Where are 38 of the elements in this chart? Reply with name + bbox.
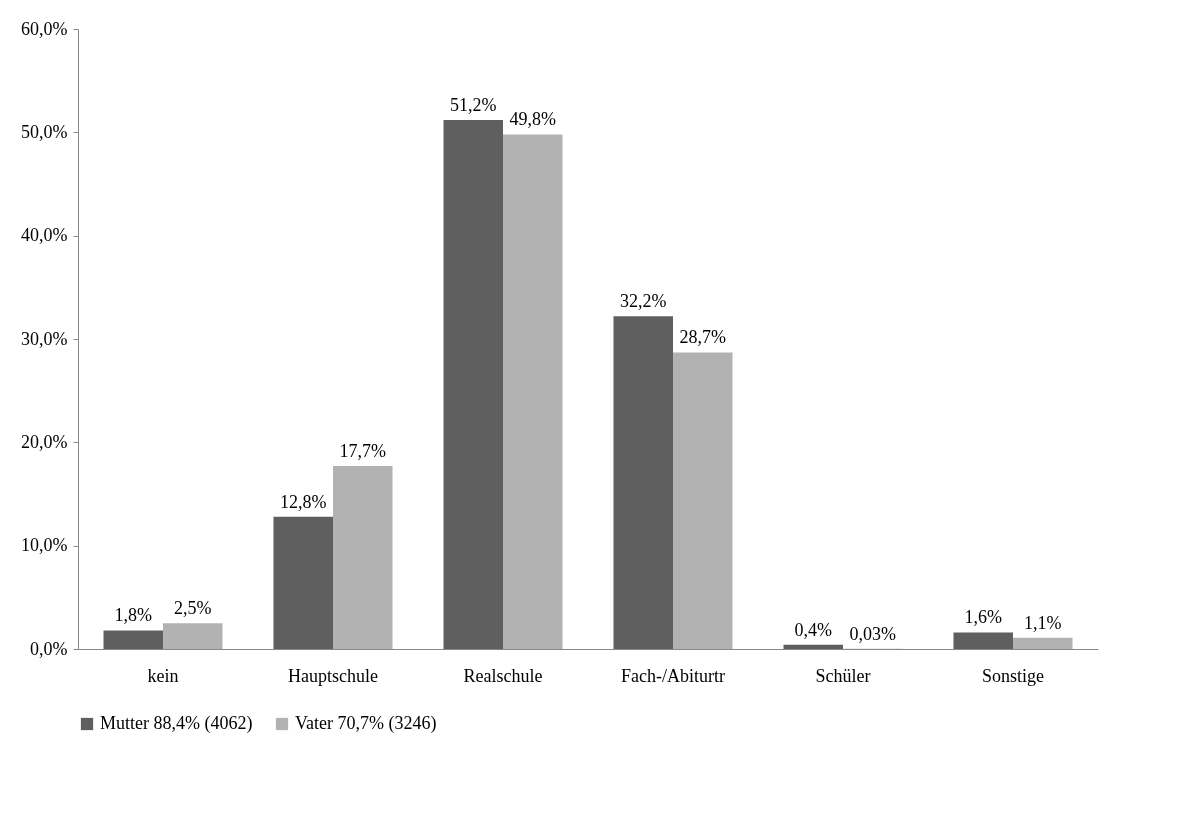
data-label: 1,6% xyxy=(964,607,1002,628)
x-tick-label: Fach-/Abiturtr xyxy=(621,665,725,686)
x-tick-label: Sonstige xyxy=(981,665,1045,686)
y-tick-label: 20,0% xyxy=(21,431,68,452)
data-label: 32,2% xyxy=(620,291,667,312)
data-label: 0,4% xyxy=(794,619,832,640)
bar xyxy=(503,134,563,649)
bar xyxy=(783,644,843,649)
data-label: 1,1% xyxy=(1024,612,1062,633)
data-label: 49,8% xyxy=(509,109,556,130)
bar xyxy=(953,632,1013,649)
data-label: 51,2% xyxy=(450,94,497,115)
legend-label: Vater 70,7% (3246) xyxy=(295,713,437,734)
data-label: 17,7% xyxy=(339,441,386,462)
bar xyxy=(103,630,163,649)
data-label: 0,03% xyxy=(849,623,896,644)
y-tick-label: 60,0% xyxy=(21,18,68,39)
x-tick-label: kein xyxy=(147,665,179,686)
bar xyxy=(163,623,223,649)
y-tick-label: 10,0% xyxy=(21,535,68,556)
x-tick-label: Realschule xyxy=(463,665,543,686)
data-label: 28,7% xyxy=(679,327,726,348)
y-tick-label: 40,0% xyxy=(21,225,68,246)
x-tick-label: Hauptschule xyxy=(288,665,378,686)
bar xyxy=(333,466,393,649)
y-tick-label: 50,0% xyxy=(21,121,68,142)
data-label: 2,5% xyxy=(174,598,212,619)
bar xyxy=(443,119,503,649)
bar xyxy=(273,516,333,649)
data-label: 12,8% xyxy=(280,491,327,512)
data-label: 1,8% xyxy=(114,605,152,626)
bar xyxy=(1013,637,1073,649)
x-tick-label: Schüler xyxy=(815,665,871,686)
legend-label: Mutter 88,4% (4062) xyxy=(100,713,253,734)
bar xyxy=(673,352,733,649)
bar xyxy=(613,316,673,649)
y-tick-label: 0,0% xyxy=(30,638,68,659)
y-tick-label: 30,0% xyxy=(21,328,68,349)
